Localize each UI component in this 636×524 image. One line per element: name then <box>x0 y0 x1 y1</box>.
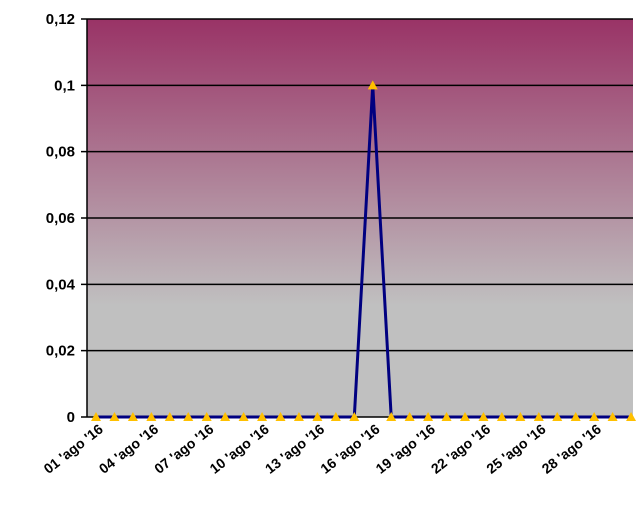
y-tick-label: 0,04 <box>46 276 76 293</box>
series-markers <box>91 80 636 421</box>
series-line-path <box>96 85 632 419</box>
y-tick-label: 0,06 <box>46 210 75 227</box>
data-point <box>293 412 304 421</box>
x-tick-label: 16 'ago '16 <box>317 421 383 477</box>
y-tick-label: 0,02 <box>46 343 75 360</box>
data-point <box>275 412 286 421</box>
data-point <box>552 412 563 421</box>
x-tick-label: 25 'ago '16 <box>483 421 549 477</box>
data-point <box>312 412 323 421</box>
x-tick-label: 04 'ago '16 <box>96 421 162 477</box>
x-tick-label: 22 'ago '16 <box>428 421 494 477</box>
y-tick-label: 0,1 <box>54 77 75 94</box>
data-point <box>349 412 360 421</box>
data-point <box>238 412 249 421</box>
data-point <box>533 412 544 421</box>
series-line <box>96 85 632 419</box>
data-point <box>478 412 489 421</box>
data-point <box>404 412 415 421</box>
data-point <box>496 412 507 421</box>
data-point <box>164 412 175 421</box>
data-point <box>201 412 212 421</box>
x-tick-label: 07 'ago '16 <box>151 421 217 477</box>
data-point <box>607 412 618 421</box>
data-point <box>441 412 452 421</box>
x-tick-label: 19 'ago '16 <box>373 421 439 477</box>
x-tick-label: 01 'ago '16 <box>40 421 106 477</box>
data-point <box>330 412 341 421</box>
x-tick-label: 13 'ago '16 <box>262 421 328 477</box>
data-point <box>127 412 138 421</box>
data-point <box>367 80 378 90</box>
x-tick-label: 10 'ago '16 <box>207 421 273 477</box>
data-point <box>386 412 397 421</box>
y-tick-label: 0,12 <box>46 11 75 28</box>
data-point <box>423 412 434 421</box>
y-axis: 0 0,02 0,04 0,06 0,08 0,1 0,12 <box>46 11 76 426</box>
y-tick-label: 0,08 <box>46 144 75 161</box>
data-point <box>109 412 120 421</box>
data-point <box>257 412 268 421</box>
data-point <box>146 412 157 421</box>
data-point <box>589 412 600 421</box>
data-point <box>91 412 101 421</box>
data-point <box>515 412 526 421</box>
data-point <box>570 412 581 421</box>
data-point <box>460 412 470 421</box>
y-tick-label: 0 <box>67 409 75 426</box>
x-tick-label: 28 'ago '16 <box>539 421 605 477</box>
data-point <box>626 412 636 421</box>
data-point <box>183 412 194 421</box>
data-point <box>220 412 231 421</box>
